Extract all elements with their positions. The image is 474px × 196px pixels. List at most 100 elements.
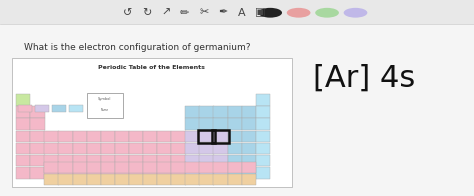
FancyBboxPatch shape [228, 143, 242, 154]
FancyBboxPatch shape [256, 167, 270, 179]
FancyBboxPatch shape [58, 162, 73, 173]
FancyBboxPatch shape [16, 143, 30, 154]
FancyBboxPatch shape [44, 174, 59, 185]
FancyBboxPatch shape [171, 143, 185, 154]
FancyBboxPatch shape [143, 131, 157, 142]
FancyBboxPatch shape [100, 167, 115, 179]
FancyBboxPatch shape [100, 162, 115, 173]
FancyBboxPatch shape [143, 174, 157, 185]
FancyBboxPatch shape [200, 162, 214, 173]
FancyBboxPatch shape [87, 167, 101, 179]
Text: ↻: ↻ [142, 8, 152, 18]
FancyBboxPatch shape [143, 143, 157, 154]
FancyBboxPatch shape [171, 174, 185, 185]
FancyBboxPatch shape [171, 167, 185, 179]
FancyBboxPatch shape [44, 131, 59, 142]
FancyBboxPatch shape [228, 106, 242, 118]
FancyBboxPatch shape [16, 131, 30, 142]
FancyBboxPatch shape [73, 167, 87, 179]
FancyBboxPatch shape [69, 105, 83, 112]
FancyBboxPatch shape [157, 143, 172, 154]
FancyBboxPatch shape [185, 174, 200, 185]
FancyBboxPatch shape [228, 118, 242, 130]
FancyBboxPatch shape [58, 167, 73, 179]
FancyBboxPatch shape [73, 155, 87, 166]
Text: [Ar] 4s: [Ar] 4s [313, 64, 415, 93]
FancyBboxPatch shape [58, 143, 73, 154]
FancyBboxPatch shape [242, 118, 256, 130]
FancyBboxPatch shape [30, 155, 45, 166]
FancyBboxPatch shape [185, 162, 200, 173]
FancyBboxPatch shape [73, 143, 87, 154]
Text: ✒: ✒ [218, 8, 228, 18]
FancyBboxPatch shape [200, 106, 214, 118]
FancyBboxPatch shape [30, 167, 45, 179]
FancyBboxPatch shape [228, 167, 242, 179]
Text: ↗: ↗ [161, 8, 171, 18]
FancyBboxPatch shape [213, 167, 228, 179]
FancyBboxPatch shape [0, 0, 474, 24]
FancyBboxPatch shape [256, 106, 270, 118]
FancyBboxPatch shape [44, 155, 59, 166]
FancyBboxPatch shape [143, 155, 157, 166]
FancyBboxPatch shape [73, 174, 87, 185]
FancyBboxPatch shape [58, 155, 73, 166]
FancyBboxPatch shape [185, 131, 200, 142]
FancyBboxPatch shape [213, 155, 228, 166]
FancyBboxPatch shape [171, 131, 185, 142]
FancyBboxPatch shape [242, 106, 256, 118]
FancyBboxPatch shape [200, 174, 214, 185]
FancyBboxPatch shape [157, 162, 172, 173]
FancyBboxPatch shape [242, 162, 256, 173]
FancyBboxPatch shape [73, 162, 87, 173]
Text: What is the electron configuration of germanium?: What is the electron configuration of ge… [24, 43, 250, 52]
FancyBboxPatch shape [256, 155, 270, 166]
FancyBboxPatch shape [16, 155, 30, 166]
FancyBboxPatch shape [87, 174, 101, 185]
FancyBboxPatch shape [143, 167, 157, 179]
FancyBboxPatch shape [185, 155, 200, 166]
Circle shape [315, 8, 339, 18]
FancyBboxPatch shape [18, 105, 32, 112]
FancyBboxPatch shape [44, 167, 59, 179]
FancyBboxPatch shape [100, 143, 115, 154]
FancyBboxPatch shape [228, 174, 242, 185]
FancyBboxPatch shape [115, 162, 129, 173]
FancyBboxPatch shape [213, 174, 228, 185]
FancyBboxPatch shape [30, 118, 45, 130]
FancyBboxPatch shape [44, 162, 59, 173]
Text: ▣: ▣ [255, 8, 266, 18]
FancyBboxPatch shape [115, 131, 129, 142]
FancyBboxPatch shape [16, 94, 30, 106]
FancyBboxPatch shape [256, 118, 270, 130]
Text: Symbol: Symbol [98, 97, 111, 102]
FancyBboxPatch shape [213, 118, 228, 130]
FancyBboxPatch shape [16, 118, 30, 130]
Circle shape [287, 8, 310, 18]
FancyBboxPatch shape [185, 167, 200, 179]
FancyBboxPatch shape [157, 131, 172, 142]
FancyBboxPatch shape [129, 155, 143, 166]
FancyBboxPatch shape [87, 131, 101, 142]
FancyBboxPatch shape [115, 155, 129, 166]
FancyBboxPatch shape [100, 174, 115, 185]
FancyBboxPatch shape [171, 162, 185, 173]
FancyBboxPatch shape [242, 167, 256, 179]
FancyBboxPatch shape [242, 131, 256, 142]
FancyBboxPatch shape [200, 167, 214, 179]
FancyBboxPatch shape [157, 167, 172, 179]
FancyBboxPatch shape [129, 167, 143, 179]
FancyBboxPatch shape [185, 143, 200, 154]
FancyBboxPatch shape [129, 174, 143, 185]
Circle shape [258, 8, 282, 18]
FancyBboxPatch shape [200, 143, 214, 154]
Text: ↺: ↺ [123, 8, 133, 18]
FancyBboxPatch shape [157, 174, 172, 185]
FancyBboxPatch shape [87, 155, 101, 166]
FancyBboxPatch shape [87, 93, 123, 118]
FancyBboxPatch shape [115, 174, 129, 185]
FancyBboxPatch shape [30, 131, 45, 142]
FancyBboxPatch shape [171, 155, 185, 166]
FancyBboxPatch shape [256, 143, 270, 154]
FancyBboxPatch shape [44, 143, 59, 154]
